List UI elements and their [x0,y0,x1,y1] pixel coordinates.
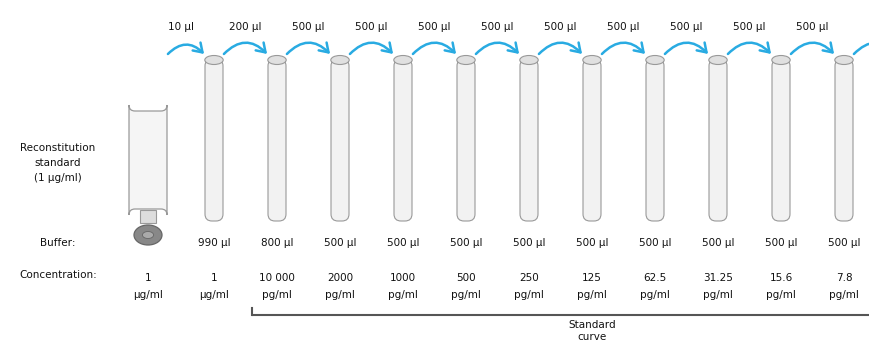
Text: 500 μl: 500 μl [795,22,828,32]
Text: pg/ml: pg/ml [325,290,355,300]
Ellipse shape [771,56,789,64]
Ellipse shape [456,56,474,64]
FancyBboxPatch shape [646,59,663,221]
Bar [140,210,156,223]
FancyBboxPatch shape [771,59,789,221]
Ellipse shape [645,56,663,64]
FancyArrowPatch shape [475,43,517,54]
FancyArrowPatch shape [853,43,869,54]
Text: 500: 500 [455,273,475,283]
Text: 990 μl: 990 μl [197,238,230,248]
FancyBboxPatch shape [268,59,286,221]
Text: 10 μl: 10 μl [168,22,194,32]
Ellipse shape [834,56,852,64]
Text: 800 μl: 800 μl [261,238,293,248]
Text: 500 μl: 500 μl [387,238,419,248]
Ellipse shape [143,232,154,239]
Text: pg/ml: pg/ml [766,290,795,300]
Ellipse shape [134,225,162,245]
Text: 500 μl: 500 μl [481,22,514,32]
FancyBboxPatch shape [708,59,726,221]
Text: pg/ml: pg/ml [514,290,543,300]
Ellipse shape [268,56,286,64]
FancyBboxPatch shape [129,105,167,215]
FancyArrowPatch shape [413,43,454,54]
Ellipse shape [330,56,348,64]
Text: 2000: 2000 [327,273,353,283]
FancyArrowPatch shape [790,43,832,54]
Text: Buffer:: Buffer: [40,238,76,248]
Text: 500 μl: 500 μl [292,22,324,32]
FancyBboxPatch shape [456,59,474,221]
Text: pg/ml: pg/ml [702,290,732,300]
FancyBboxPatch shape [394,59,412,221]
Text: Reconstitution: Reconstitution [20,143,96,153]
FancyBboxPatch shape [205,59,222,221]
FancyArrowPatch shape [538,43,580,54]
Text: 62.5: 62.5 [643,273,666,283]
Text: 1: 1 [210,273,217,283]
Text: 500 μl: 500 μl [575,238,607,248]
Text: 500 μl: 500 μl [607,22,639,32]
Ellipse shape [708,56,726,64]
FancyArrowPatch shape [349,43,391,54]
Ellipse shape [204,56,223,64]
FancyArrowPatch shape [727,43,768,54]
Text: (1 μg/ml): (1 μg/ml) [34,173,82,183]
Text: pg/ml: pg/ml [640,290,669,300]
Text: pg/ml: pg/ml [262,290,292,300]
Text: standard: standard [35,158,81,168]
Text: 250: 250 [519,273,538,283]
Text: pg/ml: pg/ml [388,290,417,300]
FancyBboxPatch shape [834,59,852,221]
FancyArrowPatch shape [223,43,265,54]
Text: 500 μl: 500 μl [355,22,388,32]
FancyBboxPatch shape [582,59,600,221]
Text: 500 μl: 500 μl [638,238,671,248]
FancyArrowPatch shape [168,43,202,54]
Text: pg/ml: pg/ml [576,290,607,300]
Text: μg/ml: μg/ml [199,290,229,300]
Text: μg/ml: μg/ml [133,290,163,300]
Text: pg/ml: pg/ml [450,290,481,300]
Text: 500 μl: 500 μl [544,22,576,32]
Text: 125: 125 [581,273,601,283]
Text: 200 μl: 200 μl [229,22,262,32]
Text: 500 μl: 500 μl [418,22,450,32]
Text: 500 μl: 500 μl [669,22,702,32]
FancyArrowPatch shape [287,43,328,54]
Text: 7.8: 7.8 [835,273,852,283]
FancyBboxPatch shape [330,59,348,221]
Text: 500 μl: 500 μl [701,238,733,248]
Text: 500 μl: 500 μl [512,238,545,248]
Text: 31.25: 31.25 [702,273,732,283]
Text: 500 μl: 500 μl [764,238,796,248]
Text: Concentration:: Concentration: [19,270,96,280]
Text: 500 μl: 500 μl [826,238,859,248]
Text: 500 μl: 500 μl [323,238,355,248]
Text: 1: 1 [144,273,151,283]
Text: 500 μl: 500 μl [733,22,765,32]
Ellipse shape [394,56,412,64]
FancyArrowPatch shape [664,43,706,54]
FancyBboxPatch shape [520,59,537,221]
Text: pg/ml: pg/ml [828,290,858,300]
Text: 500 μl: 500 μl [449,238,481,248]
FancyArrowPatch shape [601,43,643,54]
Ellipse shape [519,56,538,64]
Text: 10 000: 10 000 [259,273,295,283]
Text: 15.6: 15.6 [768,273,792,283]
Text: Standard
curve: Standard curve [567,320,615,341]
Text: 1000: 1000 [389,273,415,283]
Ellipse shape [582,56,600,64]
